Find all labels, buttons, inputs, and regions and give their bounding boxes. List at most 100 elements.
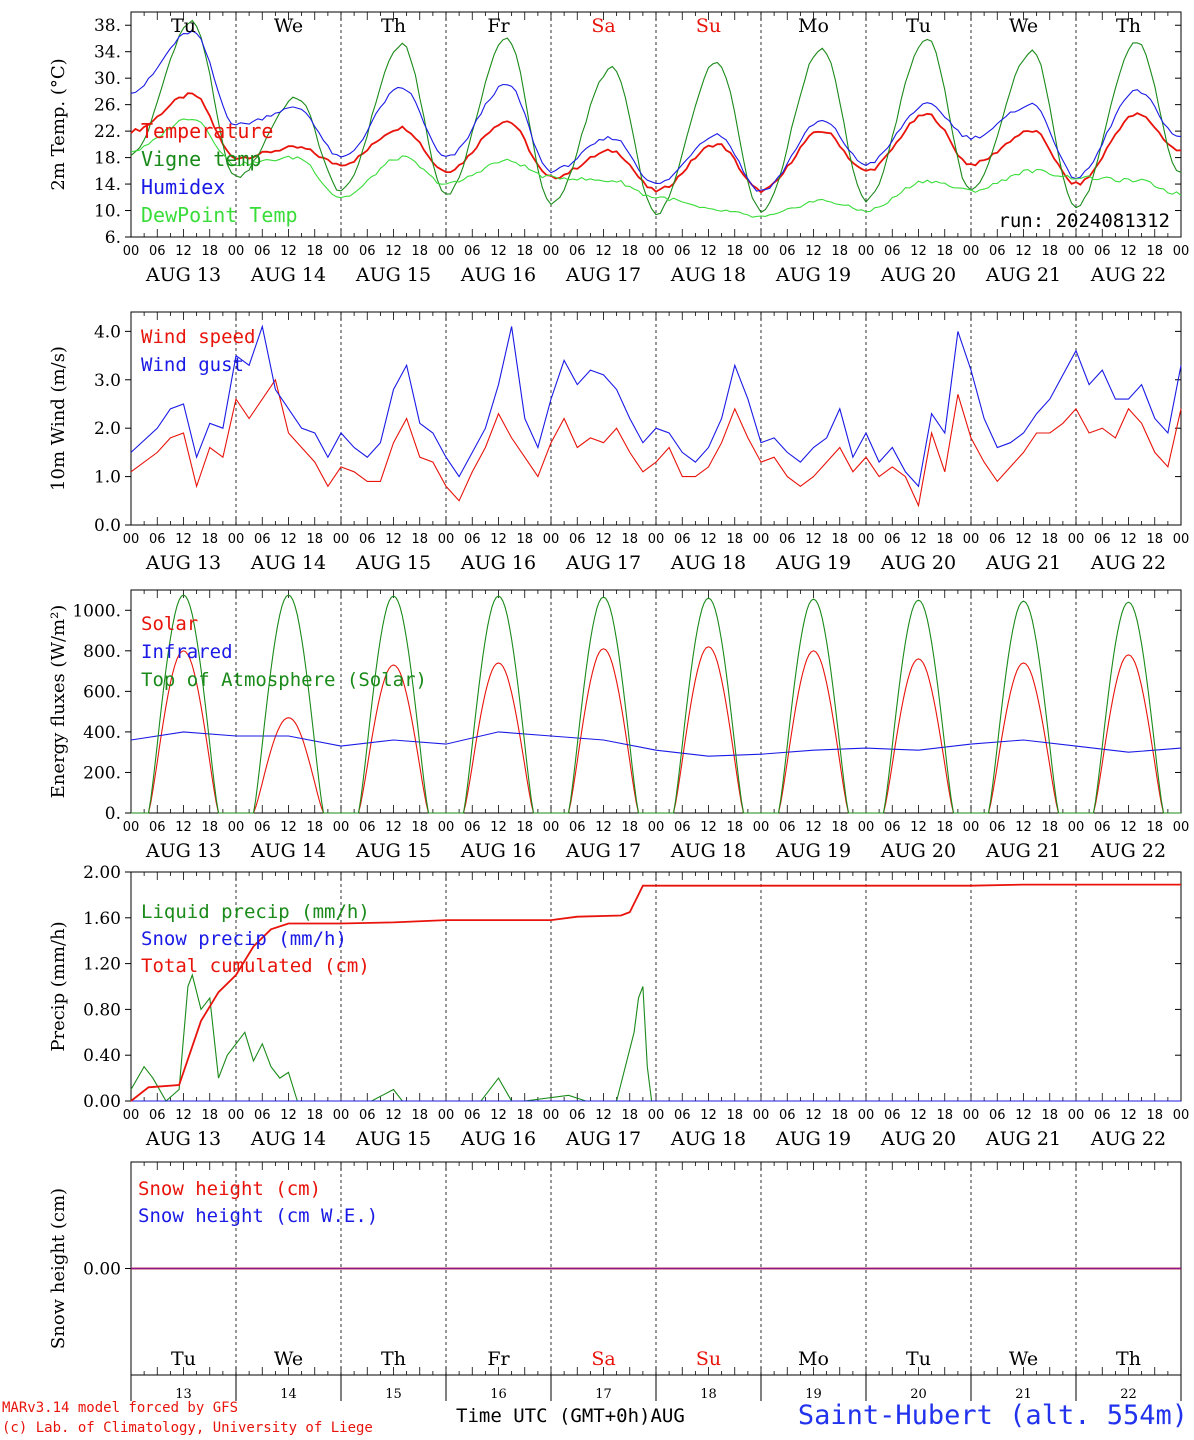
hour-label: 18 (1041, 532, 1058, 547)
date-label: AUG 13 (145, 840, 221, 862)
y-tick-label: 30. (94, 69, 121, 89)
y-tick-label: 200. (83, 763, 121, 783)
hour-label: 18 (726, 532, 743, 547)
hour-label: 00 (123, 1108, 140, 1123)
hour-label: 12 (910, 820, 927, 835)
hour-label: 12 (910, 532, 927, 547)
date-label: AUG 17 (565, 1128, 641, 1150)
hour-label: 12 (700, 1108, 717, 1123)
y-tick-label: 2.0 (94, 419, 121, 439)
y-tick-label: 38. (94, 16, 121, 36)
hour-label: 00 (228, 532, 245, 547)
hour-label: 06 (1094, 532, 1111, 547)
bottom-date-label: 21 (1015, 1387, 1032, 1402)
legend-entry: Snow height (cm) (138, 1178, 321, 1200)
y-tick-label: 800. (83, 642, 121, 662)
hour-label: 18 (621, 820, 638, 835)
hour-label: 12 (805, 532, 822, 547)
hour-label: 18 (1146, 820, 1163, 835)
hour-label: 00 (753, 1108, 770, 1123)
date-label: AUG 18 (670, 264, 746, 286)
hour-label: 18 (201, 532, 218, 547)
hour-label: 12 (490, 244, 507, 259)
hour-label: 00 (1068, 244, 1085, 259)
legend-entry: Snow height (cm W.E.) (138, 1205, 378, 1227)
hour-label: 18 (516, 244, 533, 259)
hour-label: 18 (831, 532, 848, 547)
hour-label: 06 (359, 532, 376, 547)
hour-label: 00 (543, 820, 560, 835)
hour-label: 12 (1120, 1108, 1137, 1123)
y-axis-title: Precip (mm/h) (48, 921, 69, 1051)
hour-label: 18 (411, 244, 428, 259)
y-tick-label: 3.0 (94, 371, 121, 391)
chart-panel-1: 6. 10. 14. 18. 22. 26. 30. 34. 38. 2m Temp. (°C) T… (48, 11, 1190, 286)
lab-credit: (c) Lab. of Climatology, University of L… (2, 1420, 373, 1436)
date-label: AUG 15 (355, 264, 431, 286)
date-label: AUG 20 (880, 840, 956, 862)
hour-label: 00 (438, 244, 455, 259)
date-label: AUG 21 (985, 840, 1061, 862)
hour-label: 18 (516, 1108, 533, 1123)
bottom-day-of-week-label: We (1009, 1348, 1038, 1370)
bottom-date-label: 14 (280, 1387, 297, 1402)
series-line-vigne-temp (130, 19, 1182, 216)
hour-label: 00 (753, 820, 770, 835)
hour-label: 12 (700, 532, 717, 547)
hour-label: 18 (831, 1108, 848, 1123)
model-credit: MARv3.14 model forced by GFS (2, 1400, 239, 1416)
date-label: AUG 17 (565, 840, 641, 862)
day-of-week-label: Tu (906, 15, 931, 37)
bottom-date-label: 13 (175, 1387, 192, 1402)
hour-label: 18 (411, 1108, 428, 1123)
hour-label: 00 (1068, 532, 1085, 547)
hour-label: 06 (989, 1108, 1006, 1123)
legend-entry: Total cumulated (cm) (141, 955, 370, 977)
bottom-day-of-week-label: Fr (487, 1348, 510, 1370)
hour-label: 00 (1068, 820, 1085, 835)
hour-label: 06 (884, 820, 901, 835)
hour-label: 18 (306, 1108, 323, 1123)
hour-label: 18 (201, 244, 218, 259)
hour-label: 12 (910, 244, 927, 259)
hour-label: 06 (884, 532, 901, 547)
hour-label: 06 (989, 532, 1006, 547)
bottom-day-of-week-label: Su (696, 1348, 721, 1370)
legend-entry: Temperature (141, 119, 273, 143)
hour-label: 00 (648, 820, 665, 835)
date-label: AUG 20 (880, 264, 956, 286)
series-line-humidex (130, 30, 1182, 192)
hour-label: 00 (963, 244, 980, 259)
y-tick-label: 0.00 (83, 1260, 121, 1280)
hour-label: 12 (280, 1108, 297, 1123)
date-label: AUG 13 (145, 1128, 221, 1150)
hour-label: 18 (201, 1108, 218, 1123)
date-label: AUG 13 (145, 552, 221, 574)
hour-label: 00 (753, 532, 770, 547)
series-line-dewpoint-temp (130, 118, 1182, 218)
date-label: AUG 22 (1090, 1128, 1166, 1150)
hour-label: 06 (1094, 244, 1111, 259)
series-line-wind-speed (130, 378, 1182, 508)
hour-label: 12 (700, 244, 717, 259)
hour-label: 00 (1173, 244, 1190, 259)
y-tick-label: 1.60 (83, 909, 121, 929)
hour-label: 18 (936, 1108, 953, 1123)
legend-entry: Humidex (141, 175, 225, 199)
hour-label: 12 (910, 1108, 927, 1123)
hour-label: 18 (936, 244, 953, 259)
hour-label: 12 (175, 820, 192, 835)
hour-label: 12 (175, 532, 192, 547)
hour-label: 12 (490, 1108, 507, 1123)
y-tick-label: 2.00 (83, 863, 121, 883)
date-label: AUG 14 (250, 1128, 326, 1150)
hour-label: 18 (936, 532, 953, 547)
date-label: AUG 15 (355, 840, 431, 862)
hour-label: 06 (149, 1108, 166, 1123)
hour-label: 06 (359, 244, 376, 259)
bottom-day-of-week-label: Th (381, 1348, 406, 1370)
hour-label: 00 (123, 244, 140, 259)
legend-entry: Wind speed (141, 326, 255, 348)
hour-label: 06 (674, 244, 691, 259)
